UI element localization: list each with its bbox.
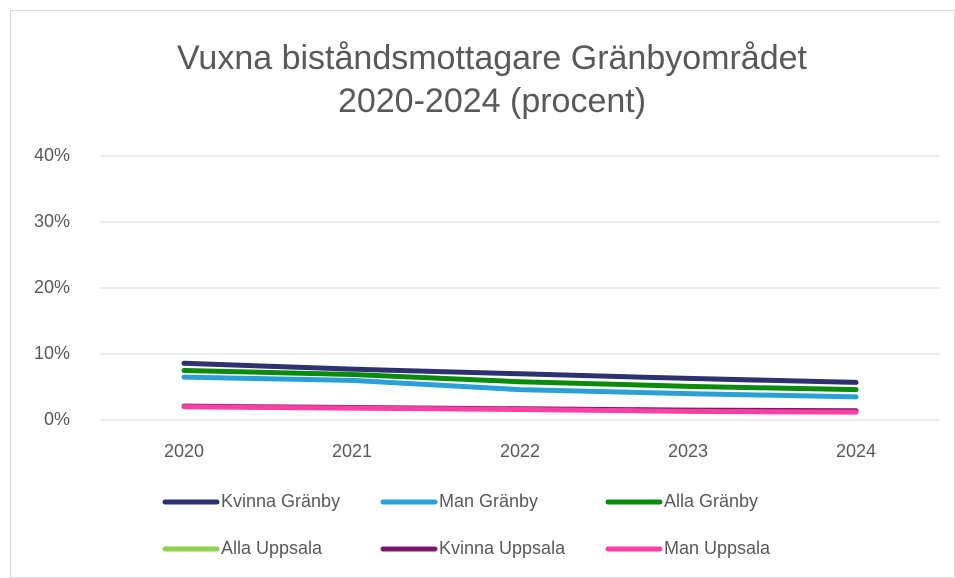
legend-label: Kvinna Uppsala — [439, 538, 566, 558]
x-tick-label: 2022 — [500, 441, 540, 461]
series-line — [181, 360, 859, 385]
y-tick-label: 10% — [34, 343, 70, 363]
series-line — [181, 368, 859, 393]
legend-label: Kvinna Gränby — [221, 491, 340, 511]
y-tick-label: 20% — [34, 277, 70, 297]
y-tick-label: 0% — [44, 409, 70, 429]
chart-title: 2020-2024 (procent) — [338, 82, 646, 120]
y-tick-label: 40% — [34, 145, 70, 165]
x-tick-label: 2020 — [164, 441, 204, 461]
y-tick-label: 30% — [34, 211, 70, 231]
legend-label: Man Uppsala — [664, 538, 771, 558]
legend-label: Man Gränby — [439, 491, 538, 511]
series-line — [181, 374, 859, 400]
series-line — [181, 404, 859, 415]
x-tick-label: 2021 — [332, 441, 372, 461]
legend-label: Alla Uppsala — [221, 538, 323, 558]
chart-frame — [10, 10, 955, 578]
x-tick-label: 2023 — [668, 441, 708, 461]
x-tick-label: 2024 — [836, 441, 876, 461]
legend-label: Alla Gränby — [664, 491, 758, 511]
chart-title: Vuxna biståndsmottagare Gränbyområdet — [177, 39, 808, 77]
